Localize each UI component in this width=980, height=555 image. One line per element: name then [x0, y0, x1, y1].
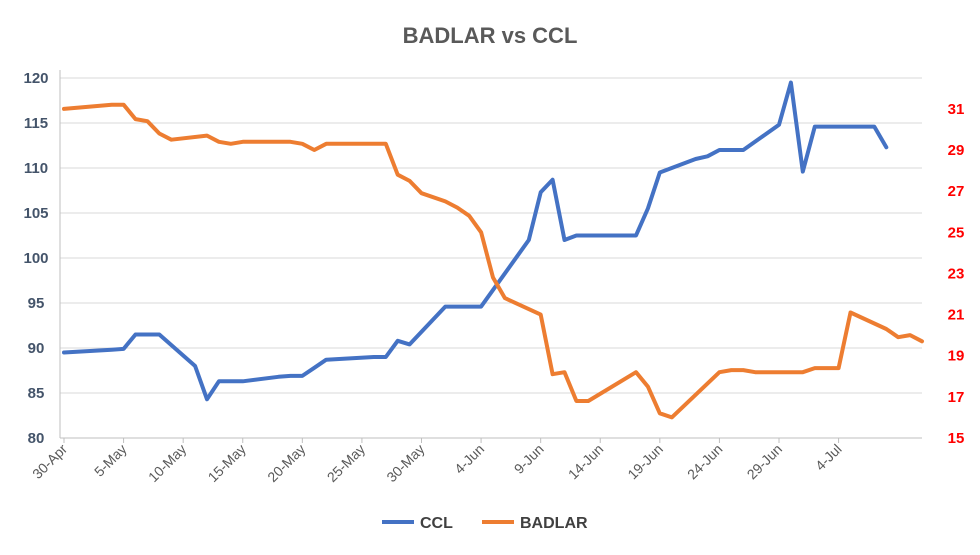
right-tick-label: 23: [948, 265, 965, 282]
legend-label-badlar: BADLAR: [520, 515, 588, 532]
x-tick-label: 4-Jun: [451, 441, 487, 477]
right-tick-label: 27: [948, 183, 965, 200]
right-tick-label: 21: [948, 307, 965, 324]
right-tick-label: 29: [948, 142, 965, 159]
right-axis-ticks: 15 17 19 21 23 25 27 29 31: [948, 101, 965, 447]
left-tick-label: 105: [23, 205, 48, 222]
x-axis-ticks: 30-Apr 5-May 10-May 15-May 20-May 25-May 30-Ma…: [29, 438, 845, 485]
right-tick-label: 17: [948, 389, 965, 406]
series-line-ccl: [62, 80, 889, 402]
x-tick-label: 25-May: [324, 441, 368, 485]
x-tick-label: 30-May: [383, 441, 427, 485]
x-tick-label: 20-May: [264, 441, 308, 485]
left-tick-label: 95: [28, 295, 45, 312]
left-axis-ticks: 80 85 90 95 100 105 110 115 120: [23, 70, 48, 447]
gridlines: [60, 77, 922, 394]
right-tick-label: 19: [948, 348, 965, 365]
right-tick-label: 15: [948, 430, 965, 447]
axes: [59, 70, 922, 439]
right-tick-label: 25: [948, 224, 965, 241]
x-tick-label: 15-May: [205, 441, 249, 485]
x-tick-label: 9-Jun: [511, 441, 547, 477]
left-tick-label: 120: [23, 70, 48, 87]
chart-title: BADLAR vs CCL: [403, 23, 578, 48]
x-tick-label: 14-Jun: [565, 441, 607, 483]
x-tick-label: 19-Jun: [624, 441, 666, 483]
right-tick-label: 31: [948, 101, 965, 118]
series-lines: [62, 80, 924, 420]
left-tick-label: 90: [28, 340, 45, 357]
left-tick-label: 100: [23, 250, 48, 267]
legend: CCL BADLAR: [382, 515, 588, 532]
left-tick-label: 80: [28, 430, 45, 447]
legend-label-ccl: CCL: [420, 515, 453, 532]
x-tick-label: 5-May: [91, 441, 130, 480]
left-tick-label: 85: [28, 385, 45, 402]
x-tick-label: 24-Jun: [684, 441, 726, 483]
left-tick-label: 115: [24, 115, 48, 132]
left-tick-label: 110: [24, 160, 48, 177]
x-tick-label: 4-Jul: [812, 441, 845, 474]
x-tick-label: 10-May: [145, 441, 189, 485]
series-line-badlar: [62, 102, 924, 420]
x-tick-label: 29-Jun: [744, 441, 786, 483]
